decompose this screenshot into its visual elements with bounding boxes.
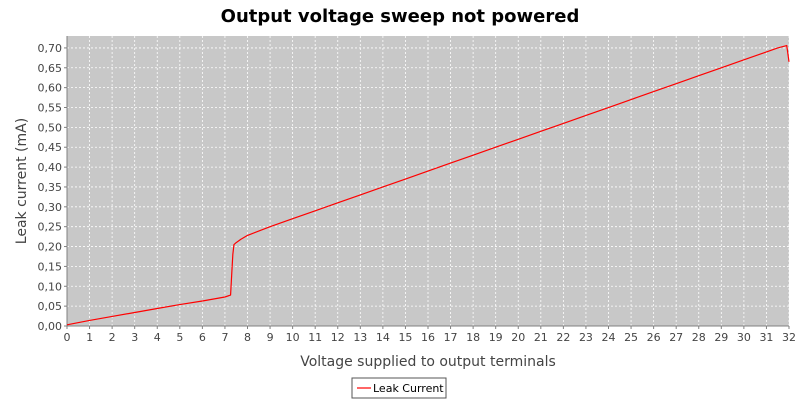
- x-tick-label: 20: [511, 331, 525, 344]
- y-tick-label: 0,65: [38, 62, 63, 75]
- x-tick-label: 14: [376, 331, 390, 344]
- x-tick-label: 8: [244, 331, 251, 344]
- x-tick-label: 7: [221, 331, 228, 344]
- x-tick-label: 22: [556, 331, 570, 344]
- y-tick-label: 0,60: [38, 82, 63, 95]
- x-tick-label: 0: [64, 331, 71, 344]
- chart-title: Output voltage sweep not powered: [221, 6, 580, 27]
- y-tick-label: 0,00: [38, 320, 63, 333]
- y-tick-label: 0,20: [38, 241, 63, 254]
- x-tick-label: 11: [308, 331, 322, 344]
- x-tick-label: 16: [421, 331, 435, 344]
- x-tick-label: 18: [466, 331, 480, 344]
- x-tick-label: 23: [579, 331, 593, 344]
- x-tick-label: 24: [602, 331, 616, 344]
- x-tick-label: 19: [489, 331, 503, 344]
- x-tick-label: 2: [109, 331, 116, 344]
- legend-label-leak-current: Leak Current: [373, 382, 444, 395]
- x-tick-label: 28: [692, 331, 706, 344]
- y-tick-label: 0,50: [38, 121, 63, 134]
- x-axis-label: Voltage supplied to output terminals: [300, 354, 556, 370]
- y-tick-label: 0,05: [38, 300, 63, 313]
- x-tick-label: 25: [624, 331, 638, 344]
- y-axis-ticks: 0,00 0,05 0,10 0,15 0,20 0,25 0,30 0,35 0,40 0,45…: [38, 42, 67, 333]
- y-tick-label: 0,45: [38, 141, 63, 154]
- x-tick-label: 5: [176, 331, 183, 344]
- x-tick-label: 27: [669, 331, 683, 344]
- x-tick-label: 29: [714, 331, 728, 344]
- x-tick-label: 13: [353, 331, 367, 344]
- x-tick-label: 21: [534, 331, 548, 344]
- x-tick-label: 15: [398, 331, 412, 344]
- series-layer: [66, 44, 790, 326]
- y-tick-label: 0,25: [38, 221, 63, 234]
- x-tick-label: 12: [331, 331, 345, 344]
- x-tick-label: 26: [647, 331, 661, 344]
- series-line-leak-current: [66, 44, 790, 326]
- y-tick-label: 0,55: [38, 102, 63, 115]
- legend: Leak Current: [351, 377, 447, 399]
- x-axis-ticks: 0 1 2 3 4 5 6 7 8 9 10 11 12 13 14 15 16 17 18 19 20 21 22 23 24…: [64, 326, 796, 344]
- grid-lines: [66, 36, 790, 327]
- y-tick-label: 0,15: [38, 260, 63, 273]
- x-tick-label: 30: [737, 331, 751, 344]
- y-tick-label: 0,35: [38, 181, 63, 194]
- y-tick-label: 0,40: [38, 161, 63, 174]
- x-tick-label: 31: [759, 331, 773, 344]
- y-axis-label: Leak current (mA): [14, 118, 30, 244]
- y-tick-label: 0,10: [38, 280, 63, 293]
- x-tick-label: 9: [267, 331, 274, 344]
- x-tick-label: 1: [86, 331, 93, 344]
- y-tick-label: 0,70: [38, 42, 63, 55]
- y-tick-label: 0,30: [38, 201, 63, 214]
- legend-box: [351, 377, 447, 399]
- x-tick-label: 3: [131, 331, 138, 344]
- x-tick-label: 4: [154, 331, 161, 344]
- x-tick-label: 6: [199, 331, 206, 344]
- x-tick-label: 32: [782, 331, 796, 344]
- x-tick-label: 10: [286, 331, 300, 344]
- x-tick-label: 17: [444, 331, 458, 344]
